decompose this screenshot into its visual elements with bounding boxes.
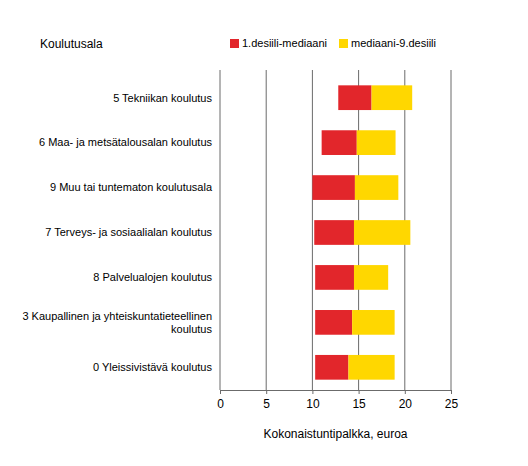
tick-label: 5 bbox=[263, 397, 270, 411]
legend-swatch bbox=[230, 39, 239, 48]
x-axis: 0 5 10 15 20 25 bbox=[217, 390, 458, 411]
bar bbox=[315, 265, 354, 290]
bar bbox=[312, 175, 355, 200]
category-label: 7 Terveys- ja sosiaalialan koulutus bbox=[45, 226, 212, 238]
tick-label: 0 bbox=[217, 397, 224, 411]
category-label: 8 Palvelualojen koulutus bbox=[93, 271, 212, 283]
tick: 20 bbox=[399, 390, 413, 411]
tick: 0 bbox=[217, 390, 224, 411]
tick-label: 20 bbox=[399, 397, 413, 411]
bar bbox=[357, 130, 396, 155]
tick: 5 bbox=[263, 390, 270, 411]
tick-label: 15 bbox=[352, 397, 366, 411]
category-label: 0 Yleissivistävä koulutus bbox=[93, 361, 213, 373]
tick: 15 bbox=[352, 390, 366, 411]
bar bbox=[372, 85, 413, 110]
bar bbox=[315, 310, 352, 335]
y-axis-title: Koulutusala bbox=[40, 37, 103, 51]
bar bbox=[314, 220, 354, 245]
bars bbox=[312, 85, 412, 379]
bar bbox=[355, 175, 398, 200]
chart: 0 5 10 15 20 25 5 Tekniikan koulutus 6 Maa- ja … bbox=[0, 0, 528, 466]
category-label: 3 Kaupallinen ja yhteiskuntatieteellinen… bbox=[22, 310, 212, 335]
category-label: 9 Muu tai tuntematon koulutusala bbox=[50, 181, 213, 193]
tick-mark bbox=[266, 390, 267, 394]
tick: 10 bbox=[306, 390, 320, 411]
bar bbox=[315, 355, 348, 380]
legend: 1.desiili-mediaani mediaani-9.desiili bbox=[230, 37, 436, 49]
tick-mark bbox=[312, 390, 313, 394]
bar bbox=[354, 220, 410, 245]
x-axis-title: Kokonaistuntipalkka, euroa bbox=[263, 427, 407, 441]
bar bbox=[348, 355, 394, 380]
tick-label: 10 bbox=[306, 397, 320, 411]
tick-mark bbox=[359, 390, 360, 394]
grid-line bbox=[451, 70, 452, 390]
legend-label: 1.desiili-mediaani bbox=[242, 37, 327, 49]
grid-line bbox=[220, 70, 221, 390]
axis-line bbox=[221, 390, 452, 391]
tick-label: 25 bbox=[445, 397, 459, 411]
bar bbox=[354, 265, 388, 290]
bar bbox=[338, 85, 371, 110]
tick: 25 bbox=[445, 390, 459, 411]
category-label: 5 Tekniikan koulutus bbox=[113, 92, 212, 104]
grid-line bbox=[312, 70, 313, 390]
grid bbox=[220, 70, 451, 390]
bar bbox=[352, 310, 395, 335]
tick-mark bbox=[220, 390, 221, 394]
tick-mark bbox=[405, 390, 406, 394]
bar bbox=[322, 130, 357, 155]
legend-label: mediaani-9.desiili bbox=[351, 37, 436, 49]
legend-swatch bbox=[339, 39, 348, 48]
category-labels: 5 Tekniikan koulutus 6 Maa- ja metsätalou… bbox=[22, 92, 212, 374]
tick-mark bbox=[451, 390, 452, 394]
grid-line bbox=[266, 70, 267, 390]
category-label: 6 Maa- ja metsätalousalan koulutus bbox=[39, 136, 213, 148]
